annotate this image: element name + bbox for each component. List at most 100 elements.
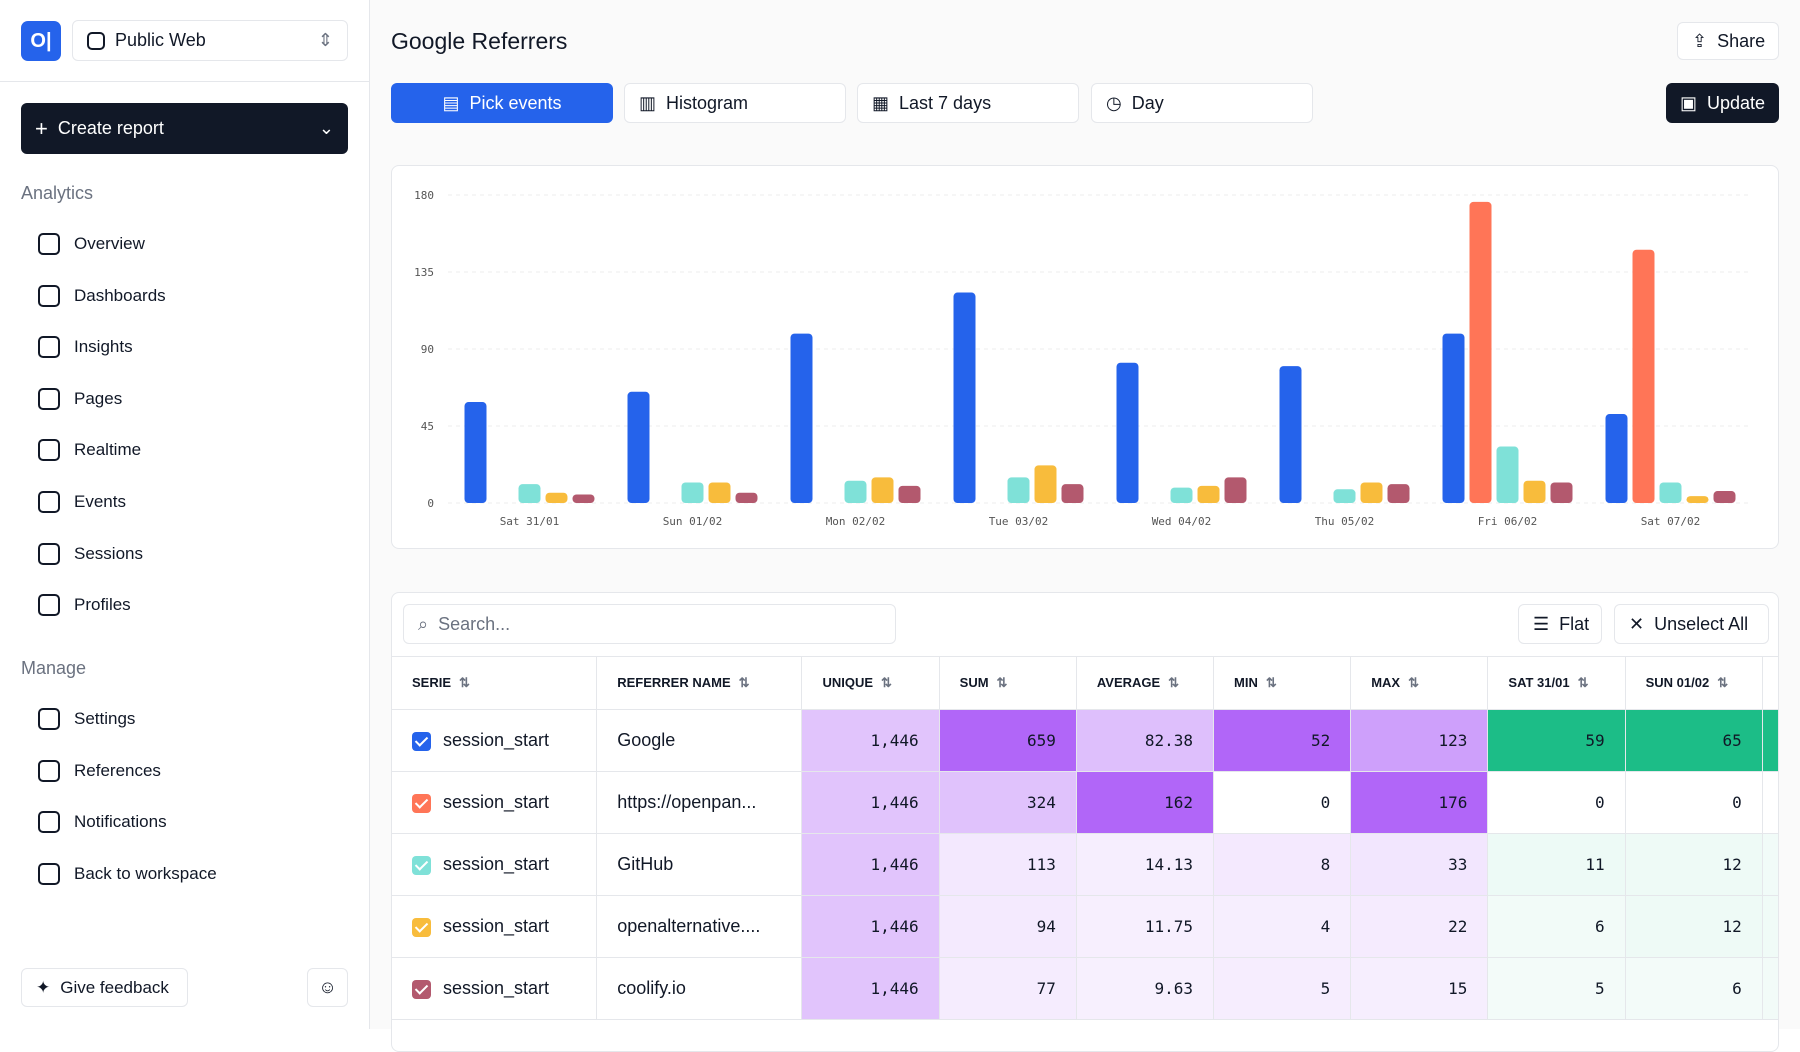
main: Google Referrers ⇪ Share ▤ Pick events ▥ Hi… <box>370 0 1800 1052</box>
x-tick-label: Tue 03/02 <box>989 515 1049 528</box>
nav-item[interactable]: Pages <box>38 387 122 410</box>
nav-item[interactable]: Settings <box>38 708 135 730</box>
bar <box>627 391 650 503</box>
update-button[interactable]: ▣ Update <box>1666 83 1779 123</box>
row-checkbox[interactable] <box>412 793 431 813</box>
workspace-select[interactable]: Public Web ⇕ <box>72 20 348 61</box>
nav-item[interactable]: References <box>38 759 161 782</box>
column-header[interactable]: AVERAGE ⇅ <box>1075 656 1215 710</box>
table-cell: session_start <box>392 709 598 772</box>
row-checkbox[interactable] <box>412 731 431 751</box>
nav-section-title: Manage <box>21 658 87 678</box>
share-button[interactable]: ⇪ Share <box>1677 22 1779 60</box>
row-checkbox[interactable] <box>412 855 431 875</box>
table-cell: 77 <box>938 957 1077 1020</box>
column-title: SAT 31/01 <box>1508 675 1570 690</box>
nav-item[interactable]: Back to workspace <box>38 862 217 885</box>
column-header[interactable]: SAT 31/01 ⇅ <box>1487 656 1626 710</box>
nav-icon <box>38 811 60 834</box>
cell-text: session_start <box>443 978 550 998</box>
table-row: session_start openalternative.... 1,446 94 1… <box>392 895 1778 958</box>
table-cell: 15 <box>1350 957 1489 1020</box>
table-cell: 6 <box>1487 895 1626 958</box>
search-input[interactable]: ⌕ Search... <box>403 604 896 644</box>
chart-card: 0 45 90 135 180 Sat 31/01 Sun 01/02 Mon 02/02 Tu… <box>391 165 1779 549</box>
table-cell: 52 <box>1213 709 1352 772</box>
nav-icon <box>38 594 60 617</box>
bar <box>735 492 758 503</box>
column-header[interactable]: SUN 01/02 ⇅ <box>1624 656 1763 710</box>
bar <box>790 333 813 503</box>
column-header[interactable]: MAX ⇅ <box>1350 656 1489 710</box>
nav-item[interactable]: Events <box>38 491 126 513</box>
nav-label: Profiles <box>74 595 131 615</box>
nav-item[interactable]: Notifications <box>38 811 167 834</box>
table-cell: 162 <box>1075 771 1215 834</box>
column-title: MAX <box>1371 675 1401 690</box>
nav-icon <box>38 284 60 307</box>
nav-label: Sessions <box>74 543 143 563</box>
nav-item[interactable]: Insights <box>38 336 133 359</box>
profile-button[interactable]: ☺ <box>307 968 348 1007</box>
column-header[interactable]: UNIQUE ⇅ <box>801 656 940 710</box>
table-cell: 15 <box>1761 895 1778 958</box>
y-tick-label: 180 <box>414 189 434 202</box>
column-header[interactable]: MIN ⇅ <box>1213 656 1352 710</box>
interval-button[interactable]: ◷ Day <box>1091 83 1313 123</box>
y-tick-label: 0 <box>427 497 434 510</box>
column-header[interactable]: SUM ⇅ <box>938 656 1077 710</box>
table-cell: 13 <box>1761 833 1778 896</box>
sort-icon: ⇅ <box>1265 675 1277 690</box>
cell-text: openalternative.... <box>617 916 761 936</box>
bar <box>1442 333 1465 503</box>
x-tick-label: Sat 07/02 <box>1641 515 1701 528</box>
table-cell: 176 <box>1350 771 1489 834</box>
bar <box>844 480 867 503</box>
page-title: Google Referrers <box>391 28 568 54</box>
pick-events-button[interactable]: ▤ Pick events <box>391 83 613 123</box>
x-tick-label: Sat 31/01 <box>500 515 560 528</box>
nav-item[interactable]: Sessions <box>38 542 143 565</box>
bar <box>1224 477 1247 503</box>
logo[interactable]: O| <box>21 21 61 61</box>
table-cell: session_start <box>392 833 598 896</box>
bar <box>1632 249 1655 503</box>
table-cell: openalternative.... <box>596 895 803 958</box>
feedback-button[interactable]: ✦ Give feedback <box>21 968 188 1007</box>
table-cell: 11.75 <box>1075 895 1215 958</box>
unselect-all-button[interactable]: ✕ Unselect All <box>1614 604 1769 644</box>
workspace-name: Public Web <box>115 30 206 50</box>
bar <box>518 484 541 503</box>
nav-icon <box>38 491 60 513</box>
table-cell: 99 <box>1761 709 1778 772</box>
nav-section-title: Analytics <box>21 183 94 203</box>
table-cell: 12 <box>1624 833 1763 896</box>
nav-icon <box>38 439 60 462</box>
column-title: AVERAGE <box>1096 675 1161 690</box>
range-button[interactable]: ▦ Last 7 days <box>857 83 1079 123</box>
table-cell: 0 <box>1487 771 1626 834</box>
nav-label: References <box>74 760 161 780</box>
table-cell: 0 <box>1761 771 1778 834</box>
chart-type-button[interactable]: ▥ Histogram <box>624 83 846 123</box>
row-checkbox[interactable] <box>412 979 431 999</box>
nav-item[interactable]: Profiles <box>38 594 131 617</box>
column-header[interactable]: SERIE ⇅ <box>392 656 598 710</box>
row-checkbox[interactable] <box>412 917 431 937</box>
column-title: MIN <box>1234 675 1258 690</box>
cell-text: session_start <box>443 792 550 812</box>
column-header[interactable]: MON 02/02⇅ <box>1761 656 1778 710</box>
cell-text: session_start <box>443 916 550 936</box>
flat-button[interactable]: ☰ Flat <box>1518 604 1602 644</box>
create-report-button[interactable]: + Create report ⌄ <box>21 103 348 154</box>
bar <box>871 477 894 503</box>
bar <box>1279 366 1302 503</box>
nav-item[interactable]: Overview <box>38 233 145 255</box>
nav-item[interactable]: Realtime <box>38 439 141 462</box>
table-row: session_startcoolify.io1,446779.63515561… <box>392 957 1778 1020</box>
nav-item[interactable]: Dashboards <box>38 284 166 307</box>
column-header[interactable]: REFERRER NAME ⇅ <box>596 656 803 710</box>
table-cell: 14.13 <box>1075 833 1215 896</box>
table-cell: Google <box>596 709 803 772</box>
table-cell: 324 <box>938 771 1077 834</box>
